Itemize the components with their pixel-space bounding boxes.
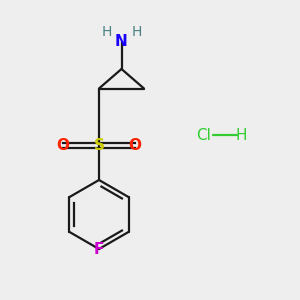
Text: H: H xyxy=(101,26,112,39)
Text: N: N xyxy=(115,34,128,50)
Text: O: O xyxy=(128,138,142,153)
Text: S: S xyxy=(94,138,104,153)
Text: O: O xyxy=(56,138,70,153)
Text: H: H xyxy=(236,128,247,142)
Text: F: F xyxy=(94,242,104,256)
Text: H: H xyxy=(131,26,142,39)
Text: Cl: Cl xyxy=(196,128,211,142)
